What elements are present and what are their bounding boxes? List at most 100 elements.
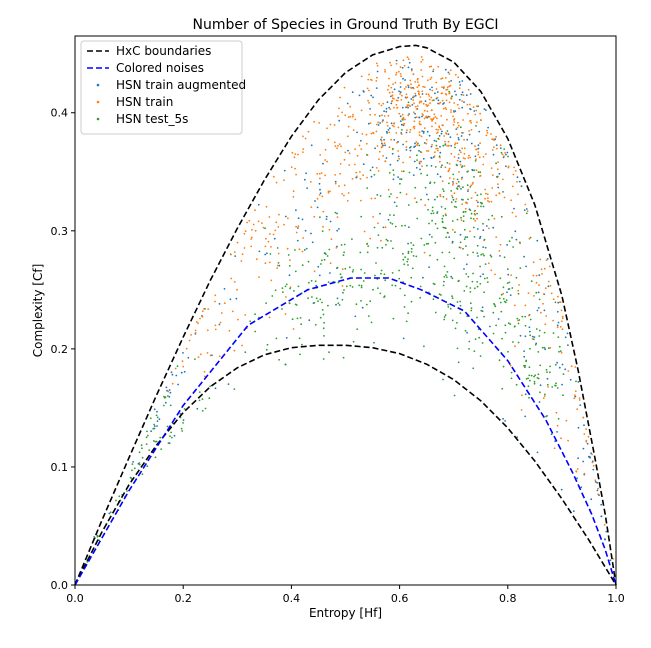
scatter-point: [379, 292, 382, 295]
scatter-point: [166, 425, 169, 428]
scatter-point: [427, 150, 430, 152]
scatter-point: [509, 323, 512, 325]
scatter-point: [291, 318, 294, 321]
scatter-point: [418, 93, 420, 96]
scatter-point: [457, 361, 460, 364]
scatter-point: [434, 241, 437, 244]
scatter-point: [421, 90, 424, 93]
scatter-point: [278, 358, 280, 361]
scatter-point: [457, 157, 460, 159]
scatter-point: [459, 233, 462, 236]
scatter-point: [313, 120, 315, 123]
scatter-point: [403, 64, 406, 67]
scatter-point: [414, 197, 416, 200]
scatter-point: [455, 163, 458, 166]
scatter-point: [334, 180, 337, 183]
scatter-point: [369, 169, 372, 172]
scatter-point: [319, 188, 321, 191]
scatter-point: [362, 163, 365, 166]
scatter-point: [480, 119, 482, 122]
scatter-point: [336, 147, 338, 150]
scatter-point: [374, 274, 376, 277]
scatter-point: [575, 470, 578, 473]
scatter-point: [421, 130, 424, 133]
scatter-point: [524, 335, 527, 338]
scatter-point: [407, 204, 410, 206]
scatter-point: [529, 330, 531, 333]
scatter-point: [561, 383, 563, 386]
scatter-point: [314, 280, 317, 283]
scatter-point: [452, 124, 455, 126]
scatter-point: [538, 335, 541, 337]
scatter-point: [398, 269, 400, 272]
scatter-point: [448, 80, 450, 83]
scatter-point: [409, 105, 412, 108]
scatter-point: [415, 255, 418, 258]
scatter-point: [395, 205, 398, 208]
scatter-point: [406, 105, 409, 108]
scatter-point: [454, 73, 457, 76]
scatter-point: [464, 236, 467, 239]
scatter-point: [550, 292, 553, 295]
scatter-point: [403, 294, 406, 297]
scatter-point: [448, 167, 451, 170]
scatter-point: [343, 158, 346, 161]
scatter-point: [528, 396, 530, 399]
scatter-point: [545, 415, 547, 418]
scatter-point: [525, 212, 528, 215]
scatter-point: [390, 86, 393, 89]
scatter-point: [495, 135, 497, 138]
scatter-point: [194, 332, 197, 334]
scatter-point: [479, 235, 482, 238]
scatter-point: [480, 205, 482, 208]
scatter-point: [422, 102, 425, 105]
scatter-point: [385, 130, 388, 133]
scatter-point: [381, 120, 384, 123]
scatter-point: [183, 370, 186, 373]
scatter-point: [338, 119, 341, 122]
scatter-point: [314, 324, 317, 326]
plot-area-frame: [74, 35, 617, 586]
scatter-point: [467, 190, 469, 193]
scatter-point: [433, 113, 436, 116]
scatter-point: [435, 140, 438, 143]
scatter-point: [431, 206, 434, 209]
scatter-point: [437, 149, 439, 152]
scatter-point: [354, 315, 357, 318]
scatter-point: [558, 350, 560, 353]
scatter-point: [413, 146, 415, 149]
scatter-point: [528, 237, 531, 240]
scatter-point: [468, 348, 470, 350]
scatter-point: [96, 535, 99, 538]
scatter-point: [412, 255, 415, 257]
scatter-point: [470, 128, 473, 131]
scatter-point: [428, 65, 431, 68]
scatter-point: [473, 287, 476, 290]
scatter-point: [525, 265, 527, 268]
scatter-point: [459, 160, 462, 163]
scatter-point: [257, 203, 260, 206]
scatter-point: [301, 250, 304, 253]
scatter-point: [386, 239, 389, 242]
scatter-point: [198, 391, 201, 393]
scatter-point: [351, 286, 354, 288]
scatter-point: [529, 379, 531, 382]
scatter-point: [423, 142, 426, 144]
scatter-point: [472, 367, 475, 370]
scatter-point: [473, 213, 476, 215]
scatter-point: [440, 78, 442, 80]
scatter-point: [416, 105, 419, 107]
scatter-point: [407, 264, 409, 266]
scatter-point: [372, 131, 374, 134]
scatter-point: [337, 145, 339, 147]
scatter-point: [433, 155, 436, 158]
scatter-point: [169, 435, 171, 437]
scatter-point: [494, 273, 496, 276]
scatter-point: [511, 236, 513, 239]
scatter-point: [389, 214, 391, 216]
scatter-point: [321, 301, 323, 304]
scatter-point: [412, 111, 415, 114]
scatter-point: [415, 116, 418, 119]
scatter-point: [577, 457, 579, 460]
scatter-point: [322, 327, 325, 330]
